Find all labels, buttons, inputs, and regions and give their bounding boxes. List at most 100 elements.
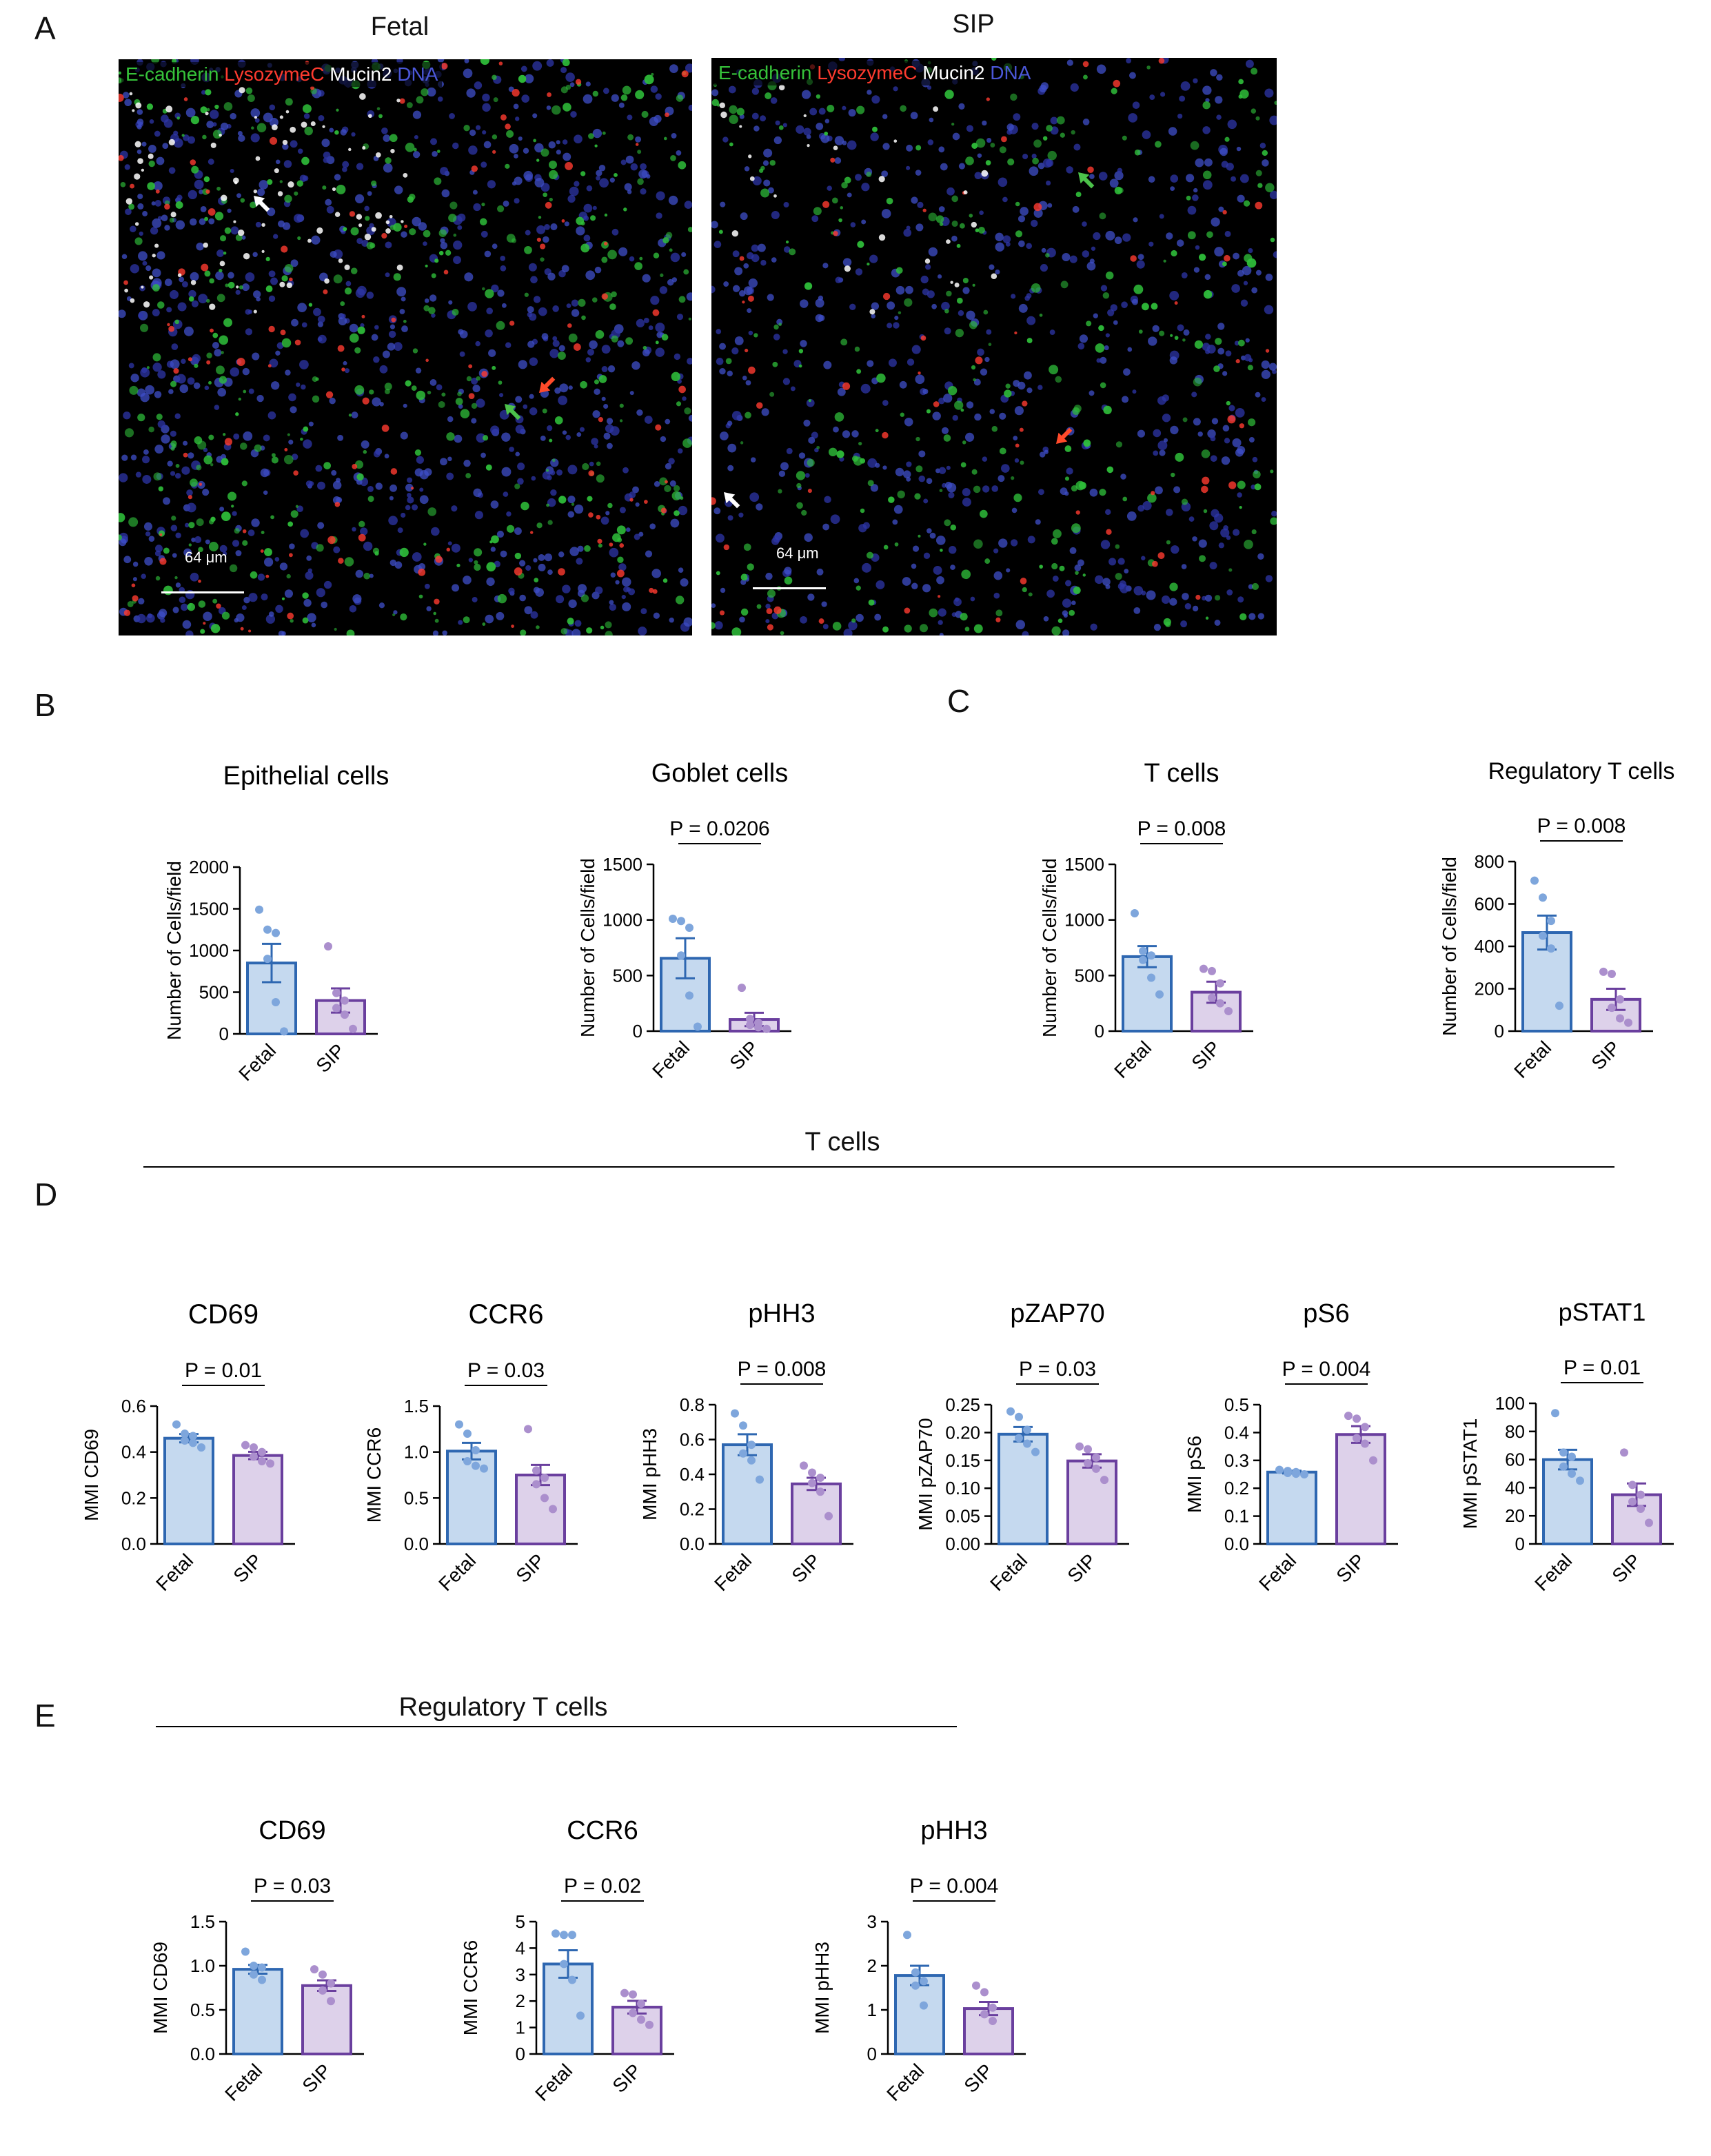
nucleus-dot [922, 584, 931, 593]
ecadherin-signal [208, 542, 219, 551]
data-point [1015, 1434, 1023, 1443]
nucleus-dot [719, 367, 726, 375]
nucleus-dot [821, 601, 827, 607]
nucleus-dot [962, 488, 971, 496]
nucleus-dot [1122, 233, 1131, 242]
ecadherin-signal [1187, 231, 1196, 240]
data-point [463, 1430, 472, 1438]
lysozyme-signal [242, 529, 247, 533]
ecadherin-signal [367, 496, 374, 502]
lysozyme-signal [745, 348, 749, 353]
ecadherin-signal [796, 502, 803, 509]
data-point [568, 1931, 576, 1940]
ecadherin-signal [971, 143, 978, 149]
nucleus-dot [529, 407, 538, 416]
y-tick-label: 2000 [189, 857, 229, 877]
nucleus-dot [1089, 258, 1095, 264]
y-tick-label: 0 [1495, 1021, 1504, 1041]
ecadherin-signal [664, 485, 671, 493]
ecadherin-signal [604, 213, 608, 217]
mucin-signal [950, 281, 953, 284]
lysozyme-signal [742, 301, 745, 304]
data-point [472, 1461, 480, 1470]
lysozyme-signal [649, 587, 654, 593]
ecadherin-signal [858, 441, 862, 446]
nucleus-dot [440, 458, 447, 466]
lysozyme-signal [294, 339, 301, 346]
mucin-signal [324, 278, 330, 284]
nucleus-dot [124, 99, 132, 107]
ecadherin-signal [281, 275, 288, 282]
nucleus-dot [499, 393, 504, 398]
nucleus-dot [640, 188, 647, 195]
data-point [1547, 944, 1555, 953]
lysozyme-signal [565, 162, 573, 170]
data-point [1100, 1476, 1108, 1485]
nucleus-dot [430, 138, 438, 145]
nucleus-dot [318, 114, 325, 121]
nucleus-dot [529, 394, 534, 399]
ecadherin-signal [302, 592, 309, 599]
data-point [472, 1446, 480, 1454]
ecadherin-signal [225, 283, 229, 287]
nucleus-dot [636, 318, 645, 327]
nucleus-dot [1128, 72, 1136, 79]
data-point [1628, 1481, 1637, 1489]
bar-fetal [722, 1443, 773, 1545]
nucleus-dot [952, 132, 960, 141]
data-point [1555, 1001, 1563, 1010]
ecadherin-signal [580, 594, 589, 602]
nucleus-dot [732, 285, 740, 292]
nucleus-dot [1159, 214, 1164, 219]
nucleus-dot [141, 141, 147, 147]
nucleus-dot [468, 558, 474, 562]
nucleus-dot [136, 613, 146, 624]
nucleus-dot [783, 201, 789, 208]
lysozyme-signal [361, 314, 365, 318]
lysozyme-signal [643, 500, 648, 504]
nucleus-dot [515, 396, 523, 403]
nucleus-dot [1064, 491, 1069, 496]
y-tick-label: 0.25 [945, 1394, 980, 1415]
nucleus-dot [1128, 113, 1137, 123]
nucleus-dot [1264, 88, 1274, 98]
nucleus-dot [714, 621, 723, 630]
ecadherin-signal [1051, 562, 1058, 570]
ecadherin-signal [975, 138, 986, 148]
lysozyme-signal [975, 356, 983, 365]
mucin-signal [232, 177, 239, 184]
bar-sip [1590, 997, 1641, 1033]
nucleus-dot [315, 465, 323, 472]
ecadherin-signal [170, 446, 175, 451]
data-point [1084, 1458, 1092, 1467]
ecadherin-signal [1039, 313, 1043, 317]
nucleus-dot [153, 181, 163, 191]
data-point [189, 1438, 197, 1447]
nucleus-dot [1215, 96, 1223, 104]
nucleus-dot [1141, 590, 1146, 596]
category-label: SIP [1063, 1549, 1100, 1587]
nucleus-dot [138, 598, 145, 604]
nucleus-dot [269, 104, 276, 111]
nucleus-dot [834, 136, 844, 145]
nucleus-dot [533, 587, 540, 593]
nucleus-dot [979, 210, 984, 215]
ecadherin-signal [428, 307, 436, 314]
nucleus-dot [574, 620, 582, 627]
ecadherin-signal [170, 380, 177, 387]
chart-title: pHH3 [748, 1299, 815, 1328]
nucleus-dot [159, 609, 168, 618]
nucleus-dot [948, 491, 955, 498]
ecadherin-signal [882, 626, 889, 633]
lysozyme-signal [1158, 58, 1165, 64]
nucleus-dot [571, 629, 581, 635]
ecadherin-signal [493, 97, 498, 103]
nucleus-dot [149, 119, 154, 124]
nucleus-dot [625, 527, 631, 532]
lysozyme-signal [567, 323, 572, 328]
ecadherin-signal [492, 365, 496, 370]
nucleus-dot [576, 226, 585, 236]
nucleus-dot [1191, 391, 1197, 398]
nucleus-dot [483, 141, 492, 149]
